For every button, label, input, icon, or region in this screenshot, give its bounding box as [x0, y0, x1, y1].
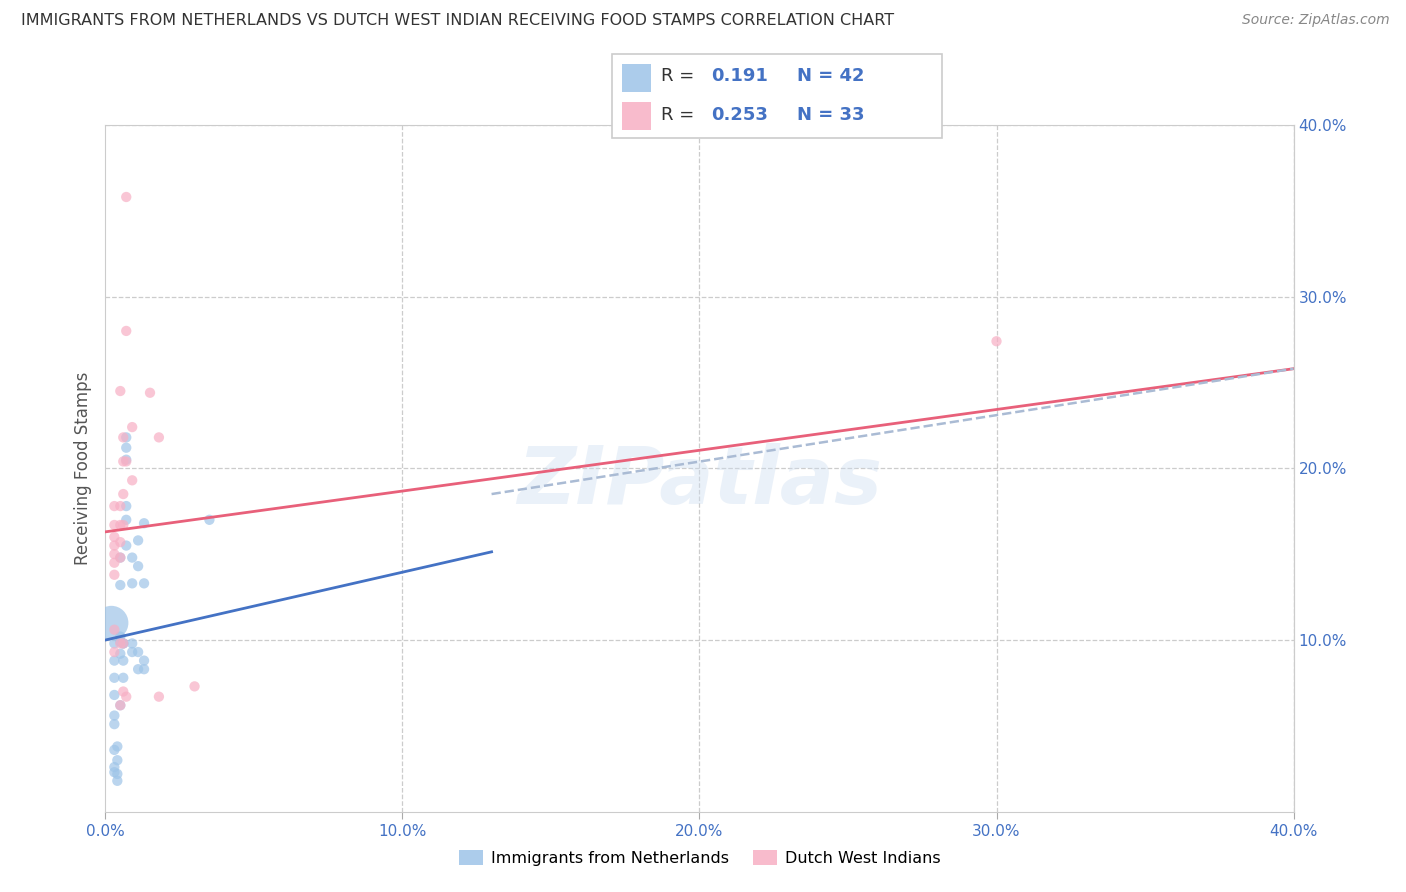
Point: [112, 636, 135, 650]
Point: [127, 533, 149, 548]
Point: [105, 773, 128, 788]
Text: R =: R =: [661, 68, 700, 86]
Point: [121, 576, 143, 591]
Point: [115, 452, 138, 467]
Point: [103, 499, 125, 513]
Point: [110, 518, 132, 533]
Point: [112, 430, 135, 444]
Point: [110, 647, 132, 661]
Point: [103, 567, 125, 582]
Point: [132, 576, 155, 591]
Point: [112, 671, 135, 685]
Point: [103, 743, 125, 757]
Point: [112, 636, 135, 650]
Point: [132, 662, 155, 676]
Point: [103, 765, 125, 780]
Point: [112, 518, 135, 533]
Point: [112, 654, 135, 668]
Point: [103, 671, 125, 685]
Point: [198, 513, 221, 527]
Point: [110, 578, 132, 592]
Point: [115, 539, 138, 553]
Point: [127, 662, 149, 676]
Point: [115, 430, 138, 444]
Point: [127, 645, 149, 659]
Text: R =: R =: [661, 105, 700, 123]
Point: [110, 550, 132, 565]
Point: [110, 634, 132, 648]
Point: [100, 615, 122, 630]
Y-axis label: Receiving Food Stamps: Receiving Food Stamps: [73, 372, 91, 565]
Text: 0.191: 0.191: [710, 68, 768, 86]
Point: [105, 753, 128, 767]
Point: [110, 630, 132, 644]
Point: [121, 645, 143, 659]
Point: [110, 384, 132, 398]
Point: [115, 454, 138, 468]
Point: [115, 441, 138, 455]
Point: [132, 516, 155, 531]
Point: [103, 717, 125, 731]
Point: [121, 420, 143, 434]
Text: N = 33: N = 33: [797, 105, 865, 123]
Point: [132, 654, 155, 668]
Point: [103, 539, 125, 553]
Point: [103, 688, 125, 702]
Point: [110, 499, 132, 513]
Point: [103, 518, 125, 533]
Point: [103, 636, 125, 650]
Point: [103, 623, 125, 637]
Point: [139, 385, 162, 400]
Point: [115, 690, 138, 704]
Point: [103, 654, 125, 668]
Point: [986, 334, 1008, 349]
Point: [103, 530, 125, 544]
Point: [127, 559, 149, 574]
Point: [121, 473, 143, 487]
Text: ZIPatlas: ZIPatlas: [517, 443, 882, 521]
Point: [115, 513, 138, 527]
Point: [148, 430, 170, 444]
Point: [112, 454, 135, 468]
FancyBboxPatch shape: [612, 54, 942, 138]
Point: [110, 535, 132, 549]
Point: [103, 547, 125, 561]
Point: [112, 684, 135, 698]
Point: [103, 556, 125, 570]
Legend: Immigrants from Netherlands, Dutch West Indians: Immigrants from Netherlands, Dutch West …: [453, 844, 946, 872]
Point: [105, 739, 128, 754]
Point: [112, 487, 135, 501]
Point: [121, 550, 143, 565]
Point: [121, 636, 143, 650]
Point: [105, 767, 128, 781]
Point: [103, 760, 125, 774]
Point: [112, 636, 135, 650]
Point: [110, 550, 132, 565]
Point: [103, 708, 125, 723]
Point: [115, 190, 138, 204]
Point: [115, 324, 138, 338]
Text: N = 42: N = 42: [797, 68, 865, 86]
Point: [110, 698, 132, 713]
Point: [110, 698, 132, 713]
Text: IMMIGRANTS FROM NETHERLANDS VS DUTCH WEST INDIAN RECEIVING FOOD STAMPS CORRELATI: IMMIGRANTS FROM NETHERLANDS VS DUTCH WES…: [21, 13, 894, 29]
Point: [183, 679, 205, 693]
Text: Source: ZipAtlas.com: Source: ZipAtlas.com: [1241, 13, 1389, 28]
Text: 0.253: 0.253: [710, 105, 768, 123]
Bar: [621, 63, 651, 92]
Point: [148, 690, 170, 704]
Point: [110, 636, 132, 650]
Point: [115, 499, 138, 513]
Bar: [621, 102, 651, 130]
Point: [103, 645, 125, 659]
